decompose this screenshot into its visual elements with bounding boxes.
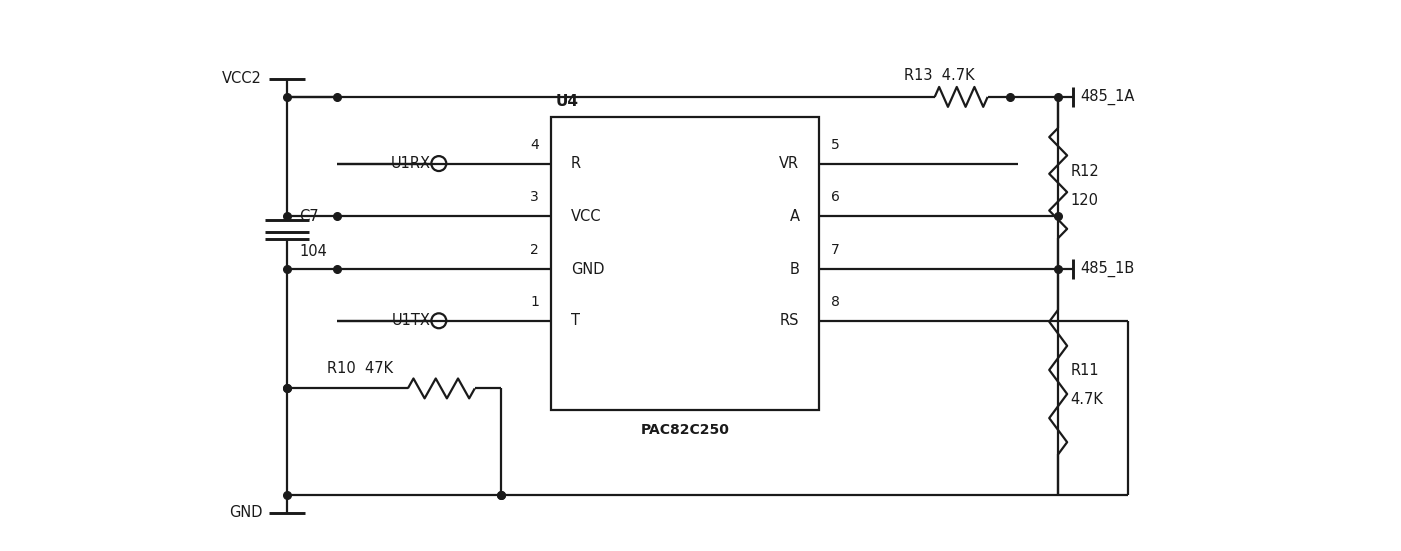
Text: 7: 7 bbox=[831, 243, 841, 257]
Text: 1: 1 bbox=[530, 295, 539, 309]
Text: PAC82C250: PAC82C250 bbox=[640, 423, 730, 437]
Text: R10  47K: R10 47K bbox=[326, 361, 394, 376]
Text: 8: 8 bbox=[831, 295, 841, 309]
Text: B: B bbox=[790, 262, 800, 277]
Text: 120: 120 bbox=[1070, 193, 1098, 208]
Text: T: T bbox=[570, 314, 580, 328]
Text: GND: GND bbox=[228, 505, 262, 520]
Text: 5: 5 bbox=[831, 138, 841, 152]
Text: 4: 4 bbox=[530, 138, 539, 152]
Text: VCC2: VCC2 bbox=[223, 72, 262, 87]
Text: R12: R12 bbox=[1070, 164, 1098, 179]
Text: VR: VR bbox=[779, 156, 800, 171]
Text: 2: 2 bbox=[530, 243, 539, 257]
Text: 485_1B: 485_1B bbox=[1080, 261, 1135, 277]
Text: 485_1A: 485_1A bbox=[1080, 89, 1135, 105]
Bar bbox=[551, 117, 820, 410]
Text: VCC: VCC bbox=[570, 209, 601, 224]
Text: U1TX: U1TX bbox=[392, 314, 432, 328]
Text: C7: C7 bbox=[298, 209, 318, 224]
Text: 6: 6 bbox=[831, 190, 841, 204]
Text: U4: U4 bbox=[556, 94, 579, 110]
Text: R: R bbox=[570, 156, 581, 171]
Text: 3: 3 bbox=[530, 190, 539, 204]
Text: RS: RS bbox=[780, 314, 800, 328]
Text: R13  4.7K: R13 4.7K bbox=[904, 68, 975, 83]
Text: U1RX: U1RX bbox=[391, 156, 432, 171]
Text: 4.7K: 4.7K bbox=[1070, 392, 1103, 407]
Text: R11: R11 bbox=[1070, 363, 1098, 377]
Text: A: A bbox=[790, 209, 800, 224]
Text: GND: GND bbox=[570, 262, 604, 277]
Text: 104: 104 bbox=[298, 244, 326, 258]
